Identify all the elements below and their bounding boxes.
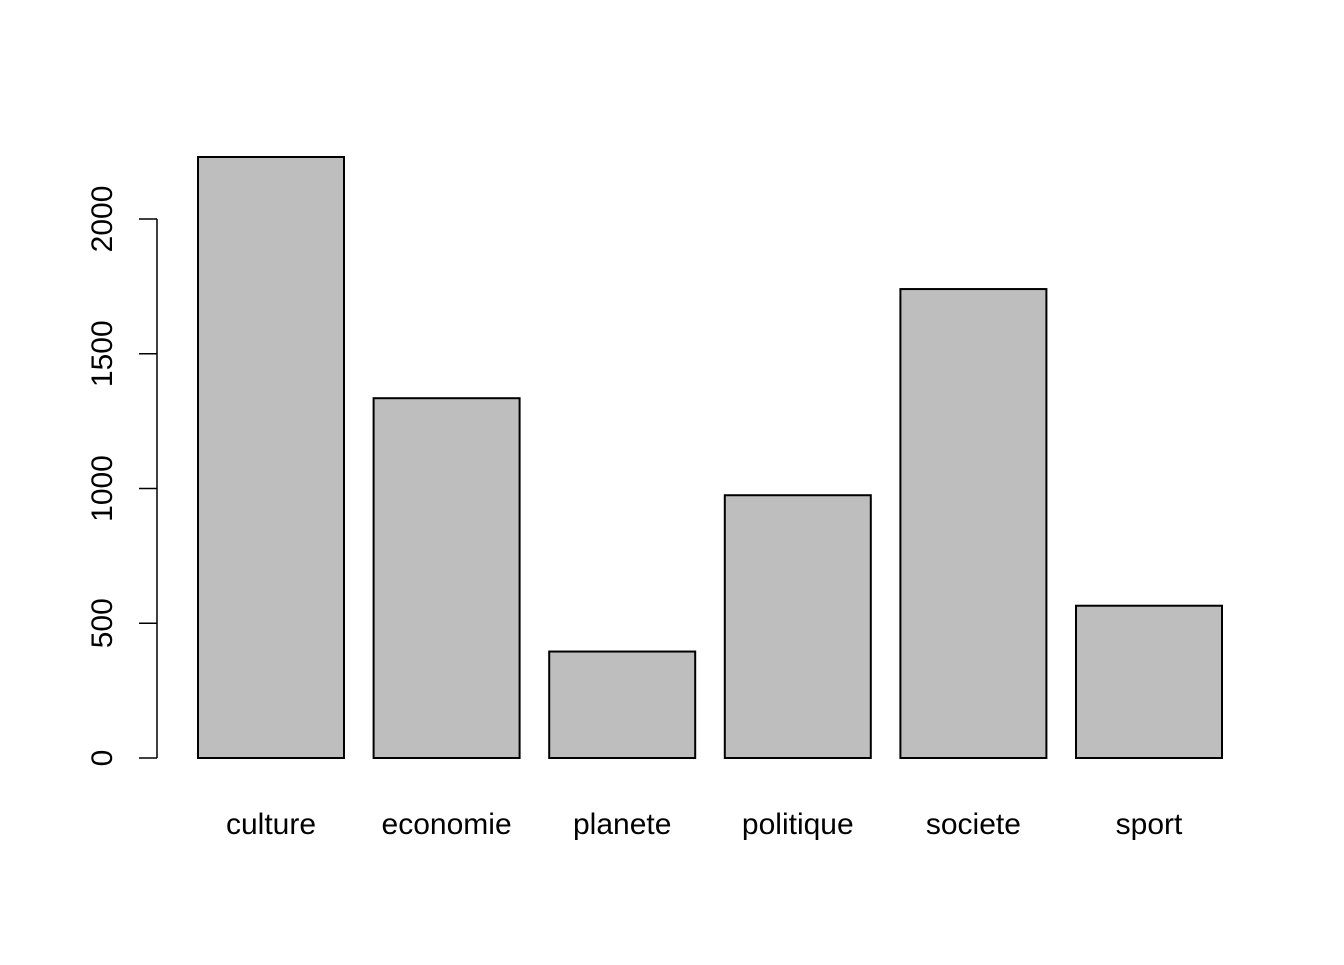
- bar-planete: [548, 650, 697, 760]
- bar-societe: [899, 288, 1048, 759]
- x-tick-label-economie: economie: [382, 808, 512, 841]
- x-tick-label-societe: societe: [926, 808, 1021, 841]
- x-tick-label-culture: culture: [226, 808, 316, 841]
- x-axis-labels: culture economie planete politique societe sp…: [226, 808, 1183, 841]
- bar-culture: [197, 156, 345, 759]
- y-axis: 0 500 1000 1500 2000: [86, 186, 158, 767]
- bar-politique: [723, 494, 872, 759]
- bar-economie: [372, 397, 521, 759]
- y-tick-label: 2000: [86, 186, 119, 253]
- y-tick-label: 1500: [86, 320, 119, 387]
- y-tick-label: 1000: [86, 455, 119, 522]
- bars-group: [197, 156, 1223, 760]
- x-tick-label-planete: planete: [573, 808, 671, 841]
- bar-sport: [1075, 604, 1223, 759]
- x-tick-label-sport: sport: [1116, 808, 1183, 841]
- x-tick-label-politique: politique: [742, 808, 854, 841]
- y-tick-label: 0: [86, 750, 119, 767]
- y-tick-label: 500: [86, 598, 119, 648]
